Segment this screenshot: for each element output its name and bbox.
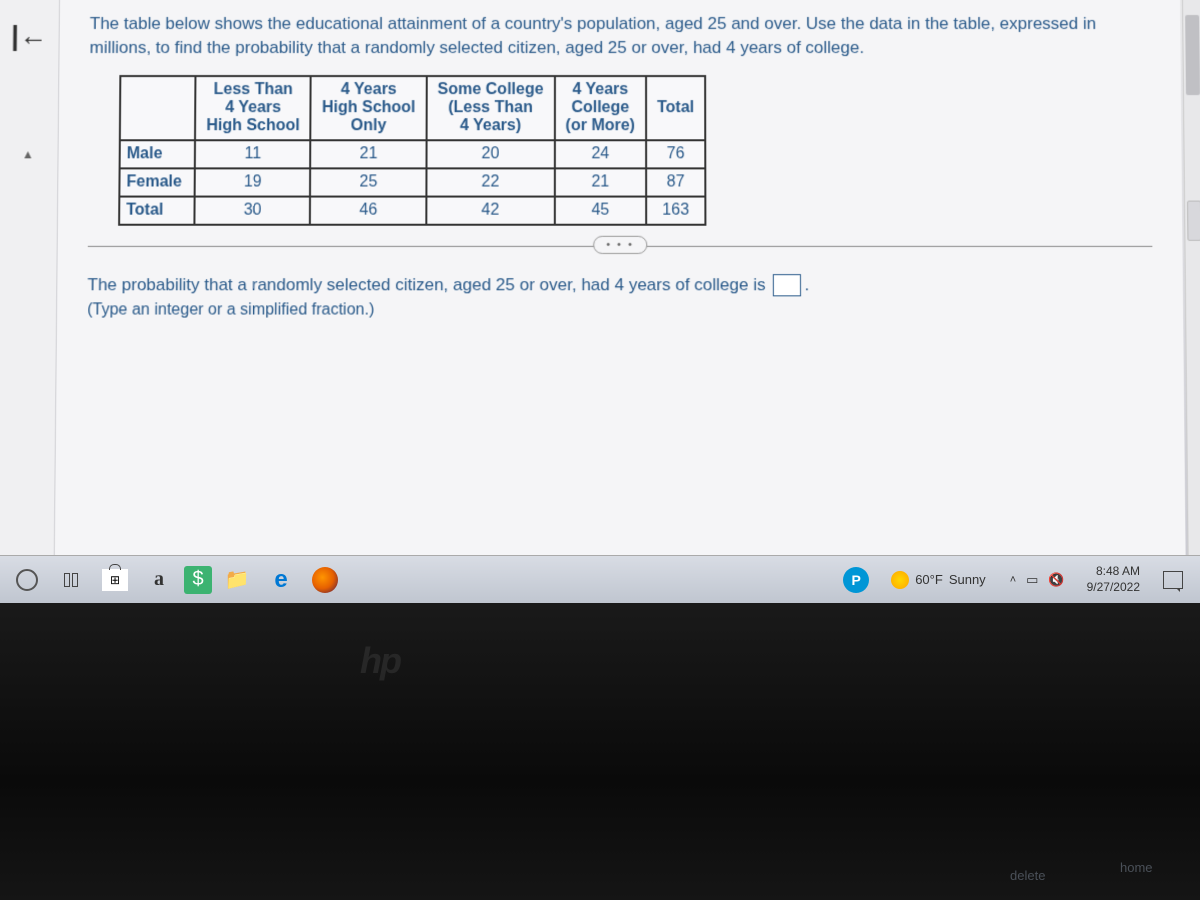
col-header-line: 4 Years)	[437, 117, 543, 135]
table-cell: 163	[646, 196, 705, 224]
col-header-line: (Less Than	[437, 99, 543, 117]
keyboard-delete-key: delete	[1010, 868, 1045, 883]
question-content: The table below shows the educational at…	[55, 0, 1186, 565]
col-header-line: Less Than	[206, 81, 300, 99]
col-header-line: 4 Years	[206, 99, 300, 117]
question-prompt: The table below shows the educational at…	[89, 12, 1150, 60]
table-cell: 24	[554, 140, 646, 168]
notifications-icon[interactable]	[1154, 561, 1192, 599]
col-header-line: Some College	[438, 81, 544, 99]
below-screen-area	[0, 603, 1200, 900]
section-divider: • • •	[88, 245, 1153, 246]
firefox-icon[interactable]	[306, 561, 344, 599]
col-header: Some College (Less Than 4 Years)	[426, 76, 554, 140]
col-header-line: Only	[322, 117, 416, 135]
table-cell: 45	[554, 196, 646, 224]
system-tray[interactable]: ˄ ▭ 🔇	[1002, 572, 1073, 588]
scroll-thumb-secondary[interactable]	[1187, 201, 1200, 241]
answer-line: The probability that a randomly selected…	[87, 272, 1153, 298]
clock-time: 8:48 AM	[1087, 564, 1140, 580]
answer-trail: .	[804, 275, 809, 294]
table-cell: 42	[426, 196, 554, 224]
weather-temp: 60°F	[915, 572, 943, 587]
pearson-icon[interactable]: P	[837, 561, 875, 599]
table-row: Total 30 46 42 45 163	[119, 196, 705, 224]
table-cell: 87	[646, 168, 705, 196]
col-header: Less Than 4 Years High School	[195, 76, 311, 140]
table-row: Female 19 25 22 21 87	[119, 168, 705, 196]
battery-icon[interactable]: ▭	[1026, 572, 1038, 588]
edge-icon[interactable]: e	[262, 561, 300, 599]
taskbar: ⊞ a $ 📁 e P 60°F Sunny ˄ ▭ 🔇 8:48 AM 9/2…	[0, 555, 1200, 603]
table-row: Male 11 21 20 24 76	[120, 140, 706, 168]
col-header: 4 Years High School Only	[311, 76, 427, 140]
table-cell: 25	[310, 168, 426, 196]
microsoft-store-icon[interactable]: ⊞	[96, 561, 134, 599]
sun-icon	[891, 571, 909, 589]
col-header-line: College	[566, 99, 635, 117]
back-button[interactable]: |←	[11, 20, 47, 52]
weather-condition: Sunny	[949, 572, 986, 587]
col-header-line: High School	[322, 99, 416, 117]
col-header-line: High School	[206, 117, 300, 135]
table-cell: 19	[195, 168, 311, 196]
amazon-icon[interactable]: a	[140, 561, 178, 599]
table-cell: 11	[195, 140, 311, 168]
left-rail: |← ▲	[0, 0, 60, 565]
app-icon[interactable]: $	[184, 566, 212, 594]
col-header-line: 4 Years	[322, 81, 416, 99]
col-header-line: 4 Years	[566, 81, 635, 99]
answer-lead: The probability that a randomly selected…	[87, 275, 770, 294]
scroll-thumb[interactable]	[1185, 15, 1200, 95]
volume-mute-icon[interactable]: 🔇	[1048, 572, 1064, 588]
cortana-icon[interactable]	[8, 561, 46, 599]
table-cell: 46	[310, 196, 426, 224]
keyboard-home-key: home	[1120, 860, 1153, 875]
store-glyph: ⊞	[110, 573, 120, 587]
answer-hint: (Type an integer or a simplified fractio…	[87, 301, 1153, 319]
clock-date: 9/27/2022	[1087, 580, 1140, 596]
col-header-line: Total	[657, 99, 694, 117]
table-cell: 76	[646, 140, 705, 168]
task-view-icon[interactable]	[52, 561, 90, 599]
table-header-row: Less Than 4 Years High School 4 Years Hi…	[120, 76, 705, 140]
homework-window: |← ▲ The table below shows the education…	[0, 0, 1186, 565]
table-corner	[120, 76, 196, 140]
row-label: Male	[120, 140, 196, 168]
table-cell: 22	[426, 168, 554, 196]
table-cell: 20	[426, 140, 554, 168]
col-header-line: (or More)	[566, 117, 635, 135]
hp-logo: hp	[360, 640, 400, 682]
table-cell: 30	[195, 196, 311, 224]
table-cell: 21	[311, 140, 427, 168]
row-label: Female	[119, 168, 195, 196]
file-explorer-icon[interactable]: 📁	[218, 561, 256, 599]
data-table: Less Than 4 Years High School 4 Years Hi…	[118, 75, 706, 226]
table-cell: 21	[554, 168, 646, 196]
col-header: 4 Years College (or More)	[554, 76, 646, 140]
tray-expand-icon[interactable]: ˄	[1010, 574, 1016, 586]
scroll-up-arrow[interactable]: ▲	[22, 147, 34, 161]
expand-dots-button[interactable]: • • •	[593, 235, 647, 253]
weather-widget[interactable]: 60°F Sunny	[881, 571, 995, 589]
col-header: Total	[646, 76, 705, 140]
answer-input[interactable]	[773, 274, 801, 296]
clock[interactable]: 8:48 AM 9/27/2022	[1079, 564, 1148, 595]
row-label: Total	[119, 196, 195, 224]
